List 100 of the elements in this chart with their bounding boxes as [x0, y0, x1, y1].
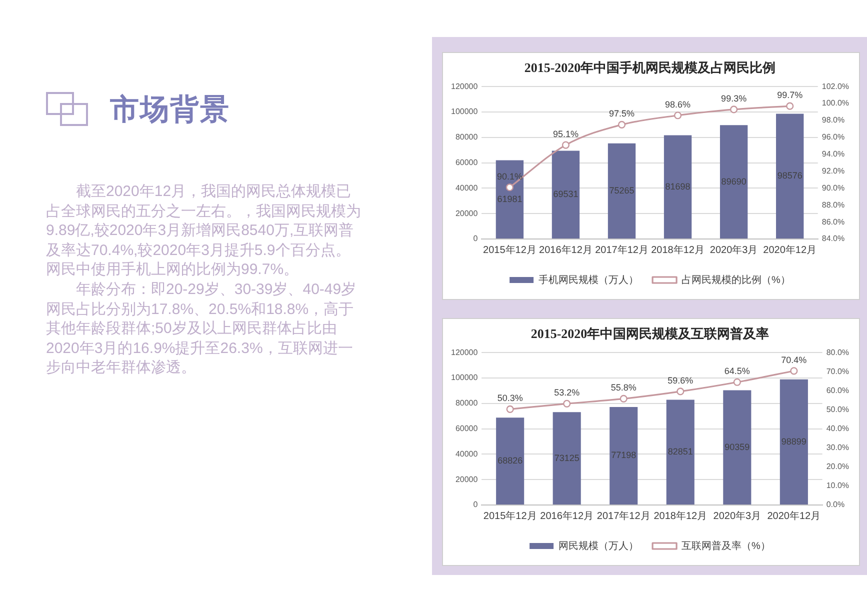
- data-label: 75265: [609, 185, 634, 196]
- bar: [552, 412, 581, 504]
- y-tick-label: 40000: [455, 183, 478, 192]
- y-tick-label: 120000: [450, 348, 478, 357]
- point: [506, 405, 514, 413]
- x-tick-label: 2015年12月: [483, 244, 536, 256]
- data-label: 55.8%: [610, 382, 636, 393]
- data-label: 95.1%: [552, 129, 579, 140]
- y2-tick-label: 96.0%: [822, 132, 845, 142]
- y2-tick-label: 10.0%: [826, 481, 850, 490]
- point: [620, 394, 628, 402]
- y2-tick-label: 94.0%: [822, 150, 845, 159]
- data-label: 73125: [554, 452, 580, 463]
- y2-tick-label: 88.0%: [822, 200, 845, 210]
- chart-title: 2015-2020年中国网民规模及互联网普及率: [530, 326, 770, 342]
- y-tick-label: 60000: [455, 158, 478, 168]
- x-tick-label: 2020年3月: [710, 244, 758, 256]
- point: [562, 141, 570, 149]
- y-tick-label: 60000: [455, 424, 478, 434]
- bar: [610, 406, 638, 504]
- data-label: 69531: [553, 189, 578, 200]
- bar: [780, 379, 808, 504]
- y-tick-label: 80000: [455, 132, 478, 142]
- data-label: 77198: [611, 450, 636, 460]
- point: [676, 388, 684, 396]
- x-tick-label: 2015年12月: [483, 510, 537, 522]
- data-label: 98899: [781, 436, 806, 446]
- point: [674, 112, 682, 120]
- y2-tick-label: 86.0%: [822, 217, 845, 226]
- y-tick-label: 40000: [455, 449, 478, 458]
- legend-label: 互联网普及率（%）: [682, 540, 770, 552]
- data-label: 59.6%: [668, 375, 694, 386]
- bar: [496, 160, 524, 238]
- bar: [776, 114, 804, 238]
- y2-tick-label: 60.0%: [826, 386, 850, 395]
- y2-tick-label: 50.0%: [826, 404, 850, 414]
- x-tick-label: 2018年12月: [654, 510, 708, 522]
- point: [733, 378, 741, 386]
- bar: [552, 150, 580, 238]
- legend-label: 网民规模（万人）: [558, 540, 639, 552]
- point: [786, 102, 794, 110]
- y2-tick-label: 20.0%: [826, 462, 850, 472]
- y2-tick-label: 102.0%: [822, 82, 850, 91]
- x-tick-label: 2020年12月: [763, 244, 817, 256]
- bar: [666, 400, 694, 504]
- x-tick-label: 2020年12月: [767, 510, 821, 522]
- y2-tick-label: 0.0%: [826, 500, 845, 510]
- data-label: 99.7%: [777, 90, 803, 100]
- y-tick-label: 100000: [450, 107, 478, 116]
- data-label: 98576: [777, 170, 802, 181]
- data-label: 64.5%: [724, 366, 750, 376]
- data-label: 97.5%: [609, 108, 635, 119]
- bar: [723, 390, 752, 504]
- bar: [664, 135, 692, 238]
- point: [563, 400, 571, 408]
- y-tick-label: 120000: [450, 82, 478, 91]
- data-label: 98.6%: [665, 99, 691, 110]
- text: 市场背景: [110, 91, 230, 128]
- x-tick-label: 2020年3月: [713, 510, 762, 522]
- data-label: 90359: [724, 442, 750, 452]
- y2-tick-label: 30.0%: [826, 443, 850, 452]
- legend-label: 占网民规模的比例（%）: [682, 274, 790, 286]
- data-label: 89690: [721, 176, 746, 186]
- chart-title: 2015-2020年中国手机网民规模及占网民比例: [524, 60, 776, 76]
- data-label: 61981: [497, 194, 522, 204]
- x-tick-label: 2017年12月: [596, 510, 650, 522]
- x-tick-label: 2017年12月: [595, 244, 648, 256]
- y2-tick-label: 98.0%: [822, 116, 845, 125]
- x-tick-label: 2016年12月: [539, 244, 592, 256]
- text: 年龄分布：即20-29岁、30-39岁、40-49岁网民占比分别为17.8%、20.5%和18.8%，高于其他年龄段群体;50岁及以上网民群体占比由2020年3月的16.9%提升至26.3%，互联网进一步向中老年群体渗透。: [46, 280, 358, 378]
- data-label: 68826: [498, 456, 523, 466]
- y2-tick-label: 80.0%: [826, 348, 850, 357]
- y-tick-label: 20000: [455, 208, 478, 218]
- y2-tick-label: 92.0%: [822, 166, 845, 176]
- y-tick-label: 80000: [455, 398, 478, 408]
- bar: [720, 125, 748, 238]
- data-label: 50.3%: [497, 393, 523, 404]
- data-label: 70.4%: [781, 354, 807, 365]
- y2-tick-label: 84.0%: [822, 234, 845, 244]
- y2-tick-label: 70.0%: [826, 366, 850, 376]
- point: [506, 184, 514, 192]
- x-tick-label: 2016年12月: [540, 510, 594, 522]
- bar: [496, 418, 524, 504]
- data-label: 90.1%: [496, 171, 522, 182]
- data-label: 53.2%: [554, 388, 580, 398]
- data-label: 81698: [665, 181, 690, 192]
- y-tick-label: 20000: [455, 474, 478, 484]
- y2-tick-label: 100.0%: [822, 98, 850, 108]
- y-tick-label: 0: [473, 234, 478, 244]
- point: [790, 367, 798, 375]
- y2-tick-label: 90.0%: [822, 183, 845, 192]
- data-label: 82851: [668, 446, 693, 457]
- point: [618, 120, 626, 128]
- legend-label: 手机网民规模（万人）: [538, 274, 639, 286]
- y2-tick-label: 40.0%: [826, 424, 850, 434]
- bar: [608, 143, 636, 238]
- y-tick-label: 0: [473, 500, 478, 510]
- point: [730, 106, 738, 114]
- y-tick-label: 100000: [450, 373, 478, 382]
- text: 截至2020年12月，我国的网民总体规模已占全球网民的五分之一左右。，我国网民规模为9.89亿,较2020年3月新增网民8540万,互联网普及率达70.4%,较2020年3月提升5.9个百分点。网民中使用手机上网的比例为99.7%。: [46, 182, 362, 280]
